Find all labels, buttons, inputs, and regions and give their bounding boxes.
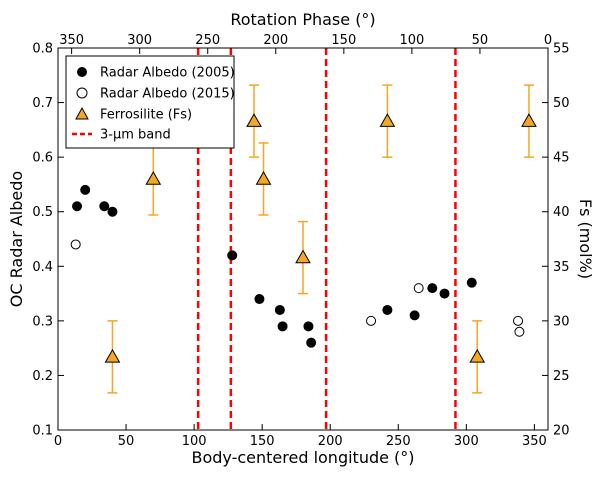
right-y-tick-label: 45 — [553, 151, 570, 166]
y-tick-label: 0.1 — [32, 424, 53, 439]
radar-2005-point — [72, 201, 83, 212]
radar-2005-point — [409, 310, 420, 321]
radar-2005-point — [277, 321, 288, 332]
legend-box — [65, 55, 235, 149]
y-tick-label: 0.4 — [32, 260, 53, 275]
legend-label-band: 3-μm band — [100, 128, 171, 143]
fs-triangle — [379, 113, 396, 127]
radar-2005-point — [382, 304, 393, 315]
top-x-tick-label: 150 — [331, 33, 356, 48]
right-y-tick-label: 55 — [553, 42, 570, 57]
x-tick-label: 350 — [522, 434, 547, 449]
radar-2005-point — [99, 201, 110, 212]
plot-frame — [57, 47, 549, 431]
fs-triangle — [255, 170, 272, 185]
fs-triangle — [521, 113, 537, 127]
top-x-tick-label: 300 — [127, 33, 152, 48]
legend-marker-2015 — [76, 87, 88, 99]
top-x-axis-title: Rotation Phase (°) — [230, 10, 375, 29]
legend-marker-fs — [75, 106, 89, 120]
y-tick-label: 0.3 — [32, 314, 53, 329]
right-y-tick-label: 40 — [553, 205, 570, 220]
radar-2005-point — [439, 288, 450, 299]
x-tick-label: 250 — [386, 434, 411, 449]
radar-2015-point — [413, 283, 424, 294]
radar-2005-point — [466, 277, 477, 288]
y-tick-label: 0.5 — [32, 205, 53, 220]
radar-2005-point — [274, 304, 285, 315]
top-x-tick-label: 350 — [59, 33, 84, 48]
top-x-tick-label: 50 — [472, 33, 489, 48]
top-x-tick-label: 0 — [544, 33, 552, 48]
top-x-tick-label: 250 — [195, 33, 220, 48]
radar-2015-point — [513, 315, 524, 326]
right-y-tick-label: 35 — [553, 260, 570, 275]
fs-triangle — [295, 249, 311, 264]
right-y-tick-label: 50 — [553, 96, 570, 111]
radar-2005-point — [306, 337, 317, 348]
legend-label-2005: Radar Albedo (2005) — [100, 66, 235, 81]
radar-2005-point — [80, 184, 91, 195]
fs-triangle — [104, 348, 121, 363]
radar-2005-point — [107, 206, 118, 217]
x-tick-label: 0 — [54, 434, 62, 449]
y-tick-label: 0.8 — [32, 42, 53, 57]
right-y-tick-label: 20 — [553, 424, 570, 439]
x-axis-title: Body-centered longitude (°) — [191, 448, 414, 467]
radar-2005-point — [303, 321, 314, 332]
right-y-tick-label: 30 — [553, 314, 570, 329]
top-x-tick-label: 200 — [263, 33, 288, 48]
legend-label-2015: Radar Albedo (2015) — [100, 87, 235, 102]
x-tick-label: 200 — [318, 434, 343, 449]
radar-2005-point — [227, 250, 238, 261]
x-tick-label: 300 — [454, 434, 479, 449]
radar-2015-point — [366, 315, 377, 326]
y-tick-label: 0.2 — [32, 369, 53, 384]
y-axis-title: OC Radar Albedo — [7, 171, 26, 307]
x-tick-label: 50 — [118, 434, 135, 449]
right-y-tick-label: 25 — [553, 369, 570, 384]
radar-2005-point — [254, 294, 265, 305]
x-tick-label: 100 — [182, 434, 207, 449]
x-tick-label: 150 — [250, 434, 275, 449]
y-tick-label: 0.7 — [32, 96, 53, 111]
top-x-tick-label: 100 — [399, 33, 424, 48]
fs-triangle — [145, 170, 162, 185]
radar-2005-point — [427, 283, 438, 294]
radar-2015-point — [514, 326, 525, 337]
legend-label-fs: Ferrosilite (Fs) — [100, 108, 192, 123]
radar-2015-point — [70, 239, 81, 250]
y-tick-label: 0.6 — [32, 151, 53, 166]
right-y-axis-title: Fs (mol%) — [576, 199, 595, 279]
legend-marker-2005 — [77, 67, 87, 77]
fs-triangle — [469, 348, 486, 363]
fs-triangle — [246, 113, 262, 127]
